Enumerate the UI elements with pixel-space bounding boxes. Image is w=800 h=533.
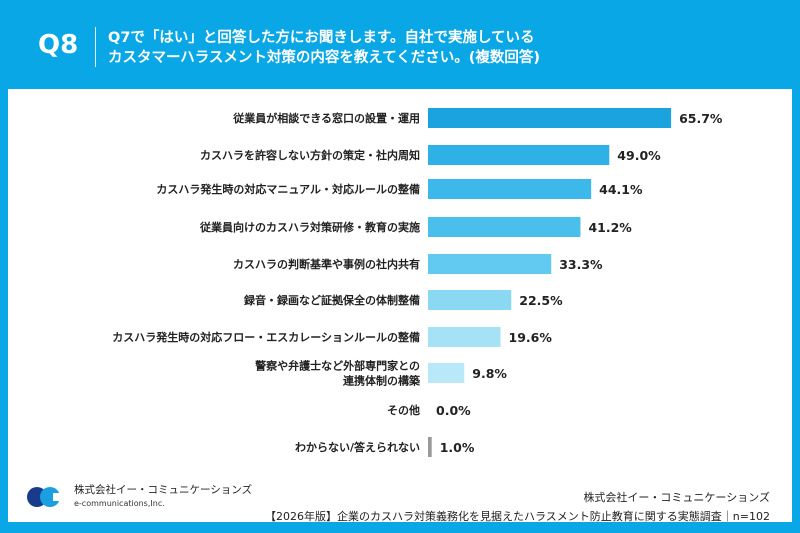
question-title: Q7で「はい」と回答した方にお聞きします。自社で実施している カスタマーハラスメン… — [108, 28, 540, 68]
category-label: その他 — [387, 403, 420, 417]
category-label: 従業員向けのカスハラ対策研修・教育の実施 — [199, 220, 420, 234]
title-line: Q7で「はい」と回答した方にお聞きします。自社で実施している — [108, 30, 535, 46]
title-line: カスタマーハラスメント対策の内容を教えてください。(複数回答) — [108, 50, 541, 66]
value-label: 22.5% — [519, 293, 563, 308]
value-label: 65.7% — [679, 111, 723, 126]
footer-company: 株式会社イー・コミュニケーションズ — [583, 491, 770, 504]
bar — [428, 179, 592, 199]
bar — [428, 254, 552, 274]
value-label: 49.0% — [617, 148, 661, 163]
bar — [428, 145, 610, 165]
question-number: Q8 — [38, 30, 79, 60]
chart-panel — [8, 89, 792, 522]
value-label: 44.1% — [599, 182, 643, 197]
company-logo: 株式会社イー・コミュニケーションズ e-communications,Inc. — [26, 484, 252, 510]
bar — [428, 290, 512, 310]
value-label: 9.8% — [472, 366, 507, 381]
category-label: わからない/答えられない — [295, 440, 420, 454]
bar — [428, 108, 672, 128]
category-label: 従業員が相談できる窓口の設置・運用 — [232, 111, 420, 125]
value-label: 0.0% — [436, 403, 471, 418]
logo-name: 株式会社イー・コミュニケーションズ — [74, 484, 253, 496]
category-label: カスハラを許容しない方針の策定・社内周知 — [200, 148, 420, 162]
bar — [428, 217, 581, 237]
bar — [428, 437, 432, 457]
bar — [428, 363, 465, 383]
category-label: カスハラの判断基準や事例の社内共有 — [233, 257, 420, 271]
value-label: 33.3% — [559, 257, 603, 272]
value-label: 41.2% — [588, 220, 632, 235]
category-label: カスハラ発生時の対応マニュアル・対応ルールの整備 — [156, 182, 420, 196]
value-label: 19.6% — [509, 330, 553, 345]
value-label: 1.0% — [440, 440, 475, 455]
footer: 株式会社イー・コミュニケーションズ【2026年版】企業のカスハラ対策義務化を見据… — [265, 488, 770, 526]
footer-survey: 【2026年版】企業のカスハラ対策義務化を見据えたハラスメント防止教育に関する実… — [265, 510, 770, 523]
divider — [95, 27, 96, 67]
logo-sub: e-communications,Inc. — [74, 499, 165, 508]
category-label: 警察や弁護士など外部専門家との連携体制の構築 — [254, 359, 421, 388]
logo-mark-icon — [27, 487, 70, 507]
category-label: カスハラ発生時の対応フロー・エスカレーションルールの整備 — [112, 330, 420, 344]
category-label: 録音・録画など証拠保全の体制整備 — [244, 293, 420, 307]
bar — [428, 327, 501, 347]
